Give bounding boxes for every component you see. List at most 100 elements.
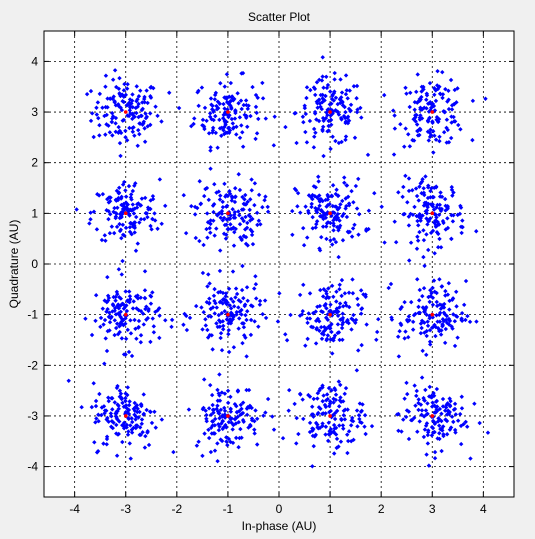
received-point (335, 211, 341, 217)
received-point (129, 416, 134, 421)
received-point (214, 305, 219, 310)
received-point (221, 112, 226, 118)
received-point (134, 423, 140, 428)
received-point (104, 300, 110, 305)
received-point (422, 427, 428, 432)
received-point (252, 181, 258, 186)
y-tick-label: -2 (27, 358, 38, 372)
received-point (324, 291, 329, 296)
received-point (448, 77, 454, 83)
received-point (115, 417, 120, 422)
received-point (207, 225, 212, 231)
received-point (199, 305, 204, 310)
received-point (125, 432, 131, 437)
received-point (292, 186, 298, 192)
received-point (357, 416, 362, 422)
received-point (189, 123, 194, 129)
received-point (392, 126, 398, 131)
received-point (123, 188, 128, 193)
received-point (215, 145, 220, 150)
received-point (338, 115, 344, 121)
received-point (231, 215, 237, 220)
received-point (303, 129, 308, 135)
received-point (242, 302, 248, 307)
received-point (284, 338, 290, 343)
received-point (235, 414, 241, 419)
received-point (208, 425, 214, 430)
received-point (365, 152, 371, 158)
received-point (132, 133, 137, 138)
received-point (424, 352, 429, 358)
received-point (225, 400, 231, 406)
received-point (345, 450, 350, 456)
received-point (120, 206, 126, 212)
received-point (112, 68, 118, 73)
received-point (448, 398, 453, 404)
received-point (328, 238, 333, 243)
received-point (227, 303, 232, 308)
received-point (218, 215, 223, 220)
received-point (319, 309, 324, 314)
received-point (110, 425, 115, 431)
received-point (224, 192, 229, 198)
received-point (345, 438, 351, 444)
received-point (428, 342, 433, 347)
received-point (210, 125, 216, 131)
received-point (202, 431, 207, 436)
received-point (125, 82, 130, 87)
received-point (144, 407, 149, 413)
received-point (145, 100, 150, 106)
received-point (446, 140, 452, 145)
received-point (400, 194, 405, 200)
received-point (245, 124, 250, 129)
received-point (210, 419, 216, 424)
received-point (226, 226, 231, 232)
received-point (443, 417, 448, 422)
received-point (184, 327, 190, 333)
received-point (220, 199, 225, 205)
received-point (334, 306, 340, 311)
received-point (386, 285, 391, 291)
received-point (306, 193, 312, 198)
received-point (218, 335, 223, 341)
received-point (288, 312, 293, 318)
received-point (425, 222, 430, 227)
received-point (123, 194, 129, 199)
received-point (366, 208, 372, 213)
received-point (434, 184, 439, 189)
received-point (200, 453, 205, 459)
received-point (142, 296, 148, 301)
received-point (431, 150, 436, 155)
received-point (317, 101, 323, 106)
received-point (432, 251, 437, 256)
received-point (304, 95, 309, 101)
received-point (455, 335, 460, 340)
received-point (122, 420, 127, 425)
received-point (447, 427, 453, 432)
received-point (113, 294, 118, 300)
received-point (331, 430, 337, 435)
received-point (329, 96, 335, 102)
received-point (307, 291, 313, 296)
received-point (230, 126, 236, 131)
received-point (322, 303, 327, 308)
received-point (313, 432, 319, 438)
received-point (311, 126, 317, 132)
received-point (226, 101, 232, 107)
received-point (443, 326, 448, 332)
received-point (107, 231, 113, 236)
received-point (205, 335, 211, 340)
received-point (84, 91, 90, 97)
received-point (214, 190, 219, 195)
received-point (239, 123, 244, 128)
received-point (304, 140, 310, 145)
received-point (336, 140, 342, 146)
received-point (113, 103, 119, 108)
received-point (350, 226, 356, 231)
received-point (131, 125, 136, 130)
received-point (255, 95, 260, 100)
received-point (123, 409, 128, 415)
received-point (140, 311, 146, 316)
received-point (457, 411, 463, 417)
received-point (230, 207, 235, 212)
